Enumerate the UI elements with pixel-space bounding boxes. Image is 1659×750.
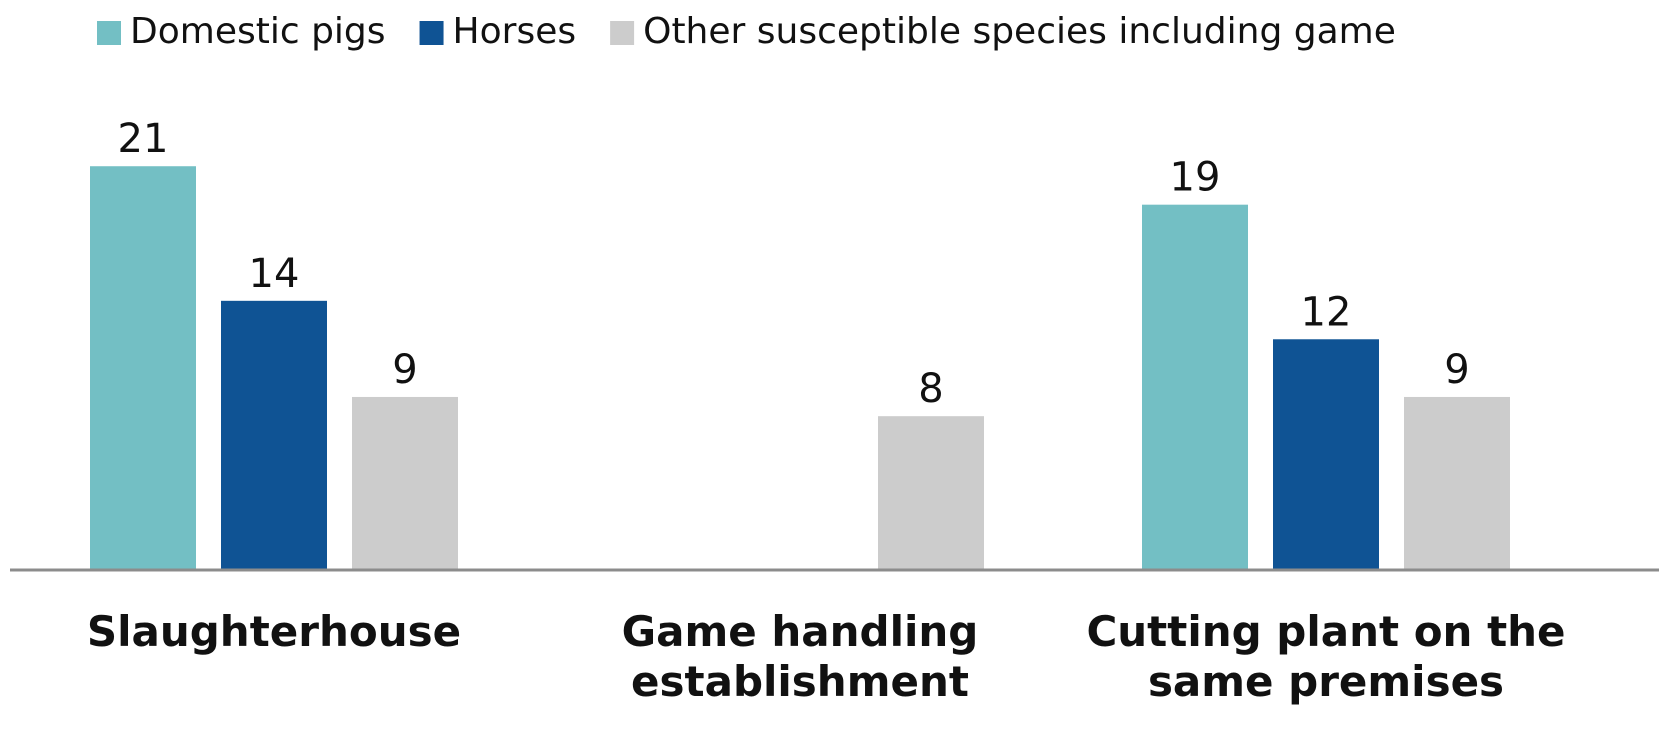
bar [878, 416, 984, 570]
legend-swatch [419, 21, 444, 45]
value-label: 9 [392, 347, 417, 393]
x-tick-label: Slaughterhouse [87, 607, 461, 656]
bar [352, 396, 458, 570]
value-label: 19 [1170, 155, 1221, 201]
legend-swatch [610, 21, 635, 45]
value-label: 14 [249, 251, 300, 297]
x-tick-label: Game handling establishment [622, 607, 979, 706]
value-label: 8 [918, 366, 943, 412]
bar [1273, 339, 1379, 570]
value-label: 12 [1301, 289, 1352, 335]
x-tick-label: Cutting plant on the same premises [1086, 607, 1565, 706]
legend-label: Domestic pigs [130, 11, 386, 52]
legend-label: Other susceptible species including game [643, 11, 1396, 52]
bar [1142, 204, 1248, 570]
legend-swatch [97, 21, 121, 45]
bar [221, 300, 327, 570]
value-label: 9 [1444, 347, 1469, 393]
value-label: 21 [118, 116, 169, 162]
legend-label: Horses [453, 11, 577, 52]
bar [90, 166, 196, 570]
bar [1404, 396, 1510, 570]
